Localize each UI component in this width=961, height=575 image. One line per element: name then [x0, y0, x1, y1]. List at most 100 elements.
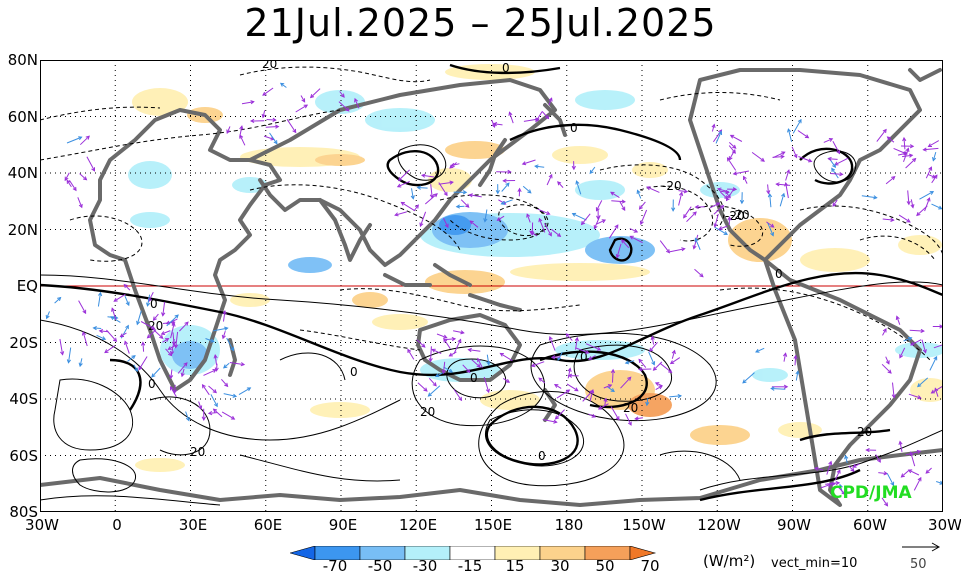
- wind-vector-head: [621, 239, 626, 244]
- wind-vector: [300, 95, 306, 103]
- colorbar-tick: 30: [550, 557, 570, 575]
- wind-vector-head: [160, 331, 166, 335]
- wind-vector: [226, 126, 231, 134]
- wind-vector: [892, 382, 895, 398]
- wind-vector-head: [926, 197, 931, 202]
- wind-vector: [443, 338, 456, 341]
- wind-vector-head: [692, 211, 697, 216]
- wind-vector-head: [553, 419, 558, 424]
- wind-vector-head: [556, 233, 562, 238]
- wind-vector: [933, 344, 943, 349]
- wind-vector: [421, 174, 435, 178]
- wind-vector: [443, 366, 453, 373]
- wind-vector-head: [213, 354, 218, 359]
- contour-labels: 20 0 0 0 -20 -20 0 0 20 0 20 0 20 20 0 2…: [148, 60, 872, 463]
- wind-vector-head: [723, 231, 728, 235]
- wind-vector: [205, 338, 214, 343]
- wind-vector-head: [627, 376, 632, 381]
- wind-vector-head: [597, 405, 603, 410]
- wind-vector: [266, 119, 276, 121]
- wind-vector: [769, 193, 772, 208]
- wind-vector: [931, 203, 942, 210]
- wind-vector: [133, 364, 138, 372]
- wind-vector-head: [593, 225, 598, 230]
- wind-vector: [925, 467, 932, 474]
- wind-vector-head: [499, 352, 504, 357]
- wind-vector-head: [340, 93, 345, 98]
- wind-vector: [648, 351, 655, 365]
- wind-vector: [223, 362, 230, 369]
- wind-vector-head: [486, 361, 491, 366]
- wind-vector: [791, 146, 798, 158]
- wind-vector-head: [621, 199, 626, 204]
- lat-label-60n: 60N: [7, 108, 38, 126]
- wind-vector-head: [448, 368, 454, 373]
- wind-vector-head: [922, 147, 927, 152]
- wind-vector-head: [725, 196, 730, 202]
- wind-vector: [596, 219, 606, 225]
- wind-vector-head: [783, 384, 789, 389]
- wind-vector-head: [770, 223, 775, 228]
- wind-vector-head: [455, 204, 461, 209]
- wind-vector: [693, 234, 699, 249]
- wind-vector-head: [212, 408, 218, 413]
- wind-vector-head: [917, 383, 922, 388]
- wind-vector-head: [743, 175, 747, 181]
- wind-vector: [901, 470, 909, 478]
- wind-vector-head: [434, 373, 440, 377]
- wind-vector: [223, 393, 237, 397]
- wind-vector: [471, 359, 481, 368]
- wind-vector: [424, 193, 438, 205]
- wind-vector-head: [396, 183, 402, 188]
- wind-vector: [498, 199, 506, 205]
- wind-vector-head: [538, 377, 543, 382]
- wind-vector-head: [505, 182, 510, 187]
- wind-vector: [616, 243, 622, 258]
- wind-vector-head: [588, 356, 593, 360]
- wind-vector: [477, 358, 483, 368]
- wind-vector: [669, 395, 682, 398]
- wind-vector-head: [419, 222, 424, 228]
- wind-vector-head: [224, 382, 229, 388]
- lat-label-60s: 60S: [9, 447, 38, 465]
- wind-vector-head: [909, 144, 915, 149]
- wind-vector: [221, 378, 228, 387]
- contour-label: 0: [470, 371, 478, 385]
- unit-label: (W/m²): [703, 552, 756, 570]
- wind-vector: [726, 187, 735, 201]
- contour-label: 0: [150, 297, 158, 311]
- wind-vector-head: [222, 364, 228, 369]
- wind-vector-head: [428, 358, 433, 363]
- wind-vector: [907, 190, 910, 205]
- wind-vector: [913, 477, 922, 491]
- wind-vector: [725, 191, 731, 198]
- wind-vector-head: [303, 104, 309, 109]
- wind-vector: [398, 169, 410, 181]
- wind-vector: [711, 124, 715, 132]
- wind-vector: [531, 361, 545, 367]
- wind-vector: [64, 172, 70, 181]
- wind-vector-head: [882, 328, 887, 333]
- wind-vector-head: [797, 118, 802, 124]
- wind-vector: [541, 110, 549, 119]
- lon-label-150e: 150E: [473, 516, 513, 534]
- wind-vector: [823, 138, 833, 143]
- wind-vector-head: [169, 386, 174, 391]
- wind-vector-head: [917, 395, 922, 400]
- wind-vector: [848, 465, 855, 472]
- wind-vector-head: [760, 157, 765, 162]
- wind-vector: [929, 356, 938, 371]
- wind-vector: [181, 368, 185, 377]
- wind-vector: [885, 356, 890, 365]
- wind-vector: [885, 176, 896, 185]
- wind-vector: [210, 394, 218, 407]
- wind-vector-head: [64, 176, 69, 182]
- wind-vector: [79, 358, 83, 367]
- wind-vector: [588, 355, 596, 360]
- wind-vector: [771, 388, 786, 390]
- wind-vector-head: [57, 296, 62, 302]
- wind-vector-head: [884, 502, 889, 507]
- contour-label: 0: [502, 61, 510, 75]
- wind-vector: [797, 130, 809, 139]
- wind-vector: [670, 357, 681, 365]
